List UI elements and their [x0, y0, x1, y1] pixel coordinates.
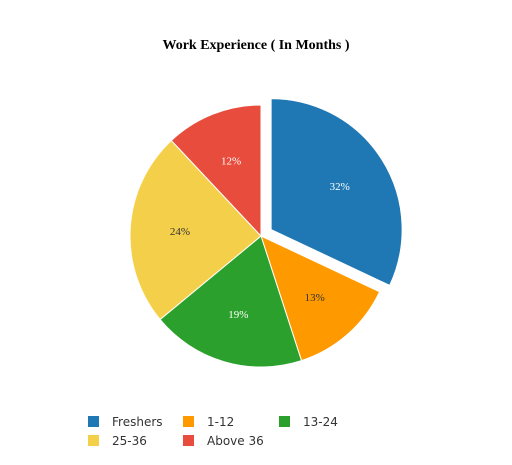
slice-label-13-24: 19% — [228, 309, 248, 321]
pie-slice-25-36 — [129, 139, 262, 321]
pie-slice-labels: 32% 13% 19% 24% 12% — [170, 155, 350, 321]
slice-label-25-36: 24% — [170, 226, 190, 238]
pie-slice-1-12 — [260, 235, 381, 362]
legend: Freshers 1-12 13-24 25-36 Above 36 — [88, 415, 338, 448]
pie-slices — [129, 98, 403, 368]
pie-slice-freshers — [270, 98, 403, 287]
pie-slice-13-24 — [159, 235, 303, 368]
chart-title: Work Experience ( In Months ) — [162, 38, 349, 53]
legend-swatch-above-36 — [183, 435, 194, 446]
legend-label-above-36: Above 36 — [207, 434, 264, 448]
pie-slice-above-36 — [170, 104, 262, 238]
slice-label-freshers: 32% — [330, 181, 350, 193]
legend-swatch-1-12 — [183, 416, 194, 427]
slice-label-1-12: 13% — [305, 292, 325, 304]
legend-label-1-12: 1-12 — [207, 415, 234, 429]
legend-swatch-13-24 — [279, 416, 290, 427]
legend-label-25-36: 25-36 — [112, 434, 147, 448]
legend-label-13-24: 13-24 — [303, 415, 338, 429]
legend-swatch-freshers — [88, 416, 99, 427]
slice-label-above-36: 12% — [221, 155, 241, 167]
legend-label-freshers: Freshers — [112, 415, 163, 429]
legend-swatch-25-36 — [88, 435, 99, 446]
